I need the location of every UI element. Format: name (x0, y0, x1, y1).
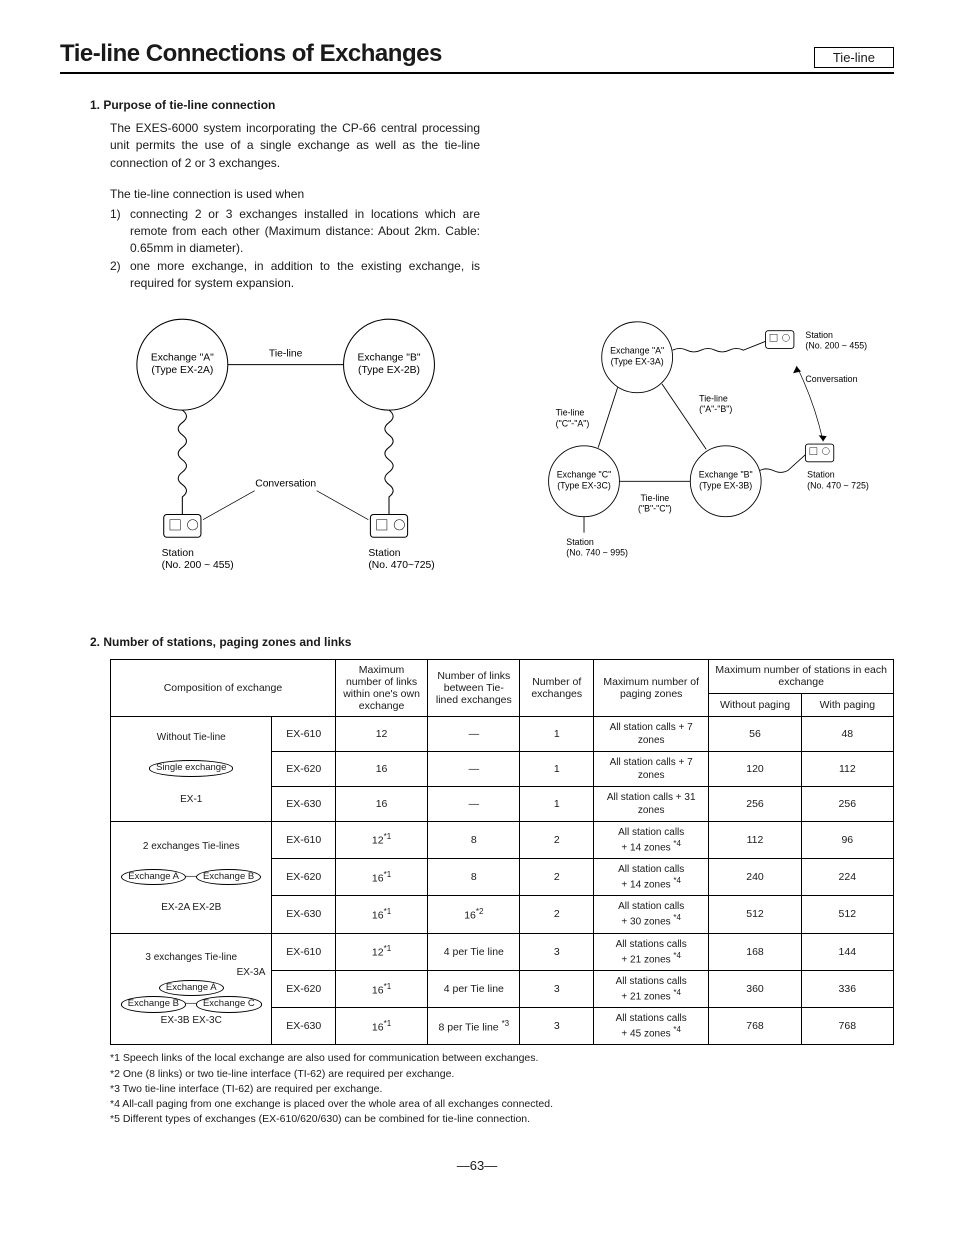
th-without: Without paging (709, 694, 801, 716)
svg-text:("B"-"C"): ("B"-"C") (638, 503, 672, 513)
group1-comp: Without Tie-line Single exchange EX-1 (111, 716, 272, 821)
svg-text:Tie-line: Tie-line (269, 348, 303, 359)
svg-text:Exchange "A": Exchange "A" (610, 345, 664, 355)
svg-text:Exchange "A": Exchange "A" (151, 352, 214, 363)
section1-para2: The tie-line connection is used when (110, 186, 480, 203)
svg-text:Station: Station (162, 547, 194, 558)
page-number: —63— (60, 1158, 894, 1173)
diagram-a: Exchange "A" (Type EX-2A) Exchange "B" (… (110, 313, 482, 595)
diagram-b-svg: Exchange "A" (Type EX-3A) Exchange "C" (… (522, 313, 894, 570)
diagram-a-svg: Exchange "A" (Type EX-2A) Exchange "B" (… (110, 313, 482, 592)
section1-list: 1)connecting 2 or 3 exchanges installed … (110, 206, 480, 293)
section1-para1: The EXES-6000 system incorporating the C… (110, 120, 480, 172)
svg-text:(Type EX-3B): (Type EX-3B) (699, 480, 752, 490)
svg-text:("A"-"B"): ("A"-"B") (699, 404, 732, 414)
section1-heading: 1. Purpose of tie-line connection (90, 98, 894, 112)
th-numexch: Number of exchanges (520, 659, 594, 716)
svg-text:(Type EX-2B): (Type EX-2B) (358, 364, 420, 375)
svg-text:Station: Station (566, 537, 594, 547)
table-row: 3 exchanges Tie-line EX-3A Exchange A Ex… (111, 933, 894, 970)
footnotes: *1 Speech links of the local exchange ar… (110, 1051, 894, 1127)
list-item-1: connecting 2 or 3 exchanges installed in… (130, 206, 480, 258)
th-maxstations: Maximum number of stations in each excha… (709, 659, 894, 694)
svg-text:(Type EX-2A): (Type EX-2A) (151, 364, 213, 375)
page-header: Tie-line Connections of Exchanges Tie-li… (60, 40, 894, 74)
header-tag: Tie-line (814, 47, 894, 68)
svg-text:(Type EX-3A): (Type EX-3A) (611, 356, 664, 366)
list-num-1: 1) (110, 206, 130, 258)
svg-text:Conversation: Conversation (255, 478, 316, 489)
table-row: 2 exchanges Tie-lines Exchange A—Exchang… (111, 821, 894, 858)
list-num-2: 2) (110, 258, 130, 293)
svg-text:(Type EX-3C): (Type EX-3C) (557, 480, 611, 490)
svg-text:Tie-line: Tie-line (556, 407, 585, 417)
svg-text:(No. 740 ~ 995): (No. 740 ~ 995) (566, 547, 628, 557)
th-paging: Maximum number of paging zones (594, 659, 709, 716)
svg-text:Exchange "C": Exchange "C" (557, 469, 611, 479)
svg-text:Exchange "B": Exchange "B" (699, 469, 753, 479)
svg-text:Station: Station (807, 469, 835, 479)
svg-text:(No. 200 ~ 455): (No. 200 ~ 455) (805, 340, 867, 350)
footnote-5: *5 Different types of exchanges (EX-610/… (110, 1112, 894, 1127)
footnote-2: *2 One (8 links) or two tie-line interfa… (110, 1067, 894, 1082)
svg-text:Tie-line: Tie-line (699, 393, 728, 403)
svg-text:Exchange "B": Exchange "B" (357, 352, 420, 363)
svg-text:(No. 200 ~ 455): (No. 200 ~ 455) (162, 560, 234, 571)
table-row: Without Tie-line Single exchange EX-1 EX… (111, 716, 894, 751)
svg-text:Tie-line: Tie-line (641, 492, 670, 502)
diagrams-row: Exchange "A" (Type EX-2A) Exchange "B" (… (110, 313, 894, 595)
stations-table: Composition of exchange Maximum number o… (110, 659, 894, 1046)
footnote-4: *4 All-call paging from one exchange is … (110, 1097, 894, 1112)
svg-text:(No. 470 ~ 725): (No. 470 ~ 725) (807, 480, 869, 490)
th-between: Number of links between Tie-lined exchan… (428, 659, 520, 716)
svg-text:(No. 470~725): (No. 470~725) (368, 560, 434, 571)
th-comp: Composition of exchange (111, 659, 336, 716)
diagram-b: Exchange "A" (Type EX-3A) Exchange "C" (… (522, 313, 894, 595)
group3-comp: 3 exchanges Tie-line EX-3A Exchange A Ex… (111, 933, 272, 1045)
footnote-3: *3 Two tie-line interface (TI-62) are re… (110, 1082, 894, 1097)
footnote-1: *1 Speech links of the local exchange ar… (110, 1051, 894, 1066)
page-title: Tie-line Connections of Exchanges (60, 40, 442, 68)
th-maxlinks: Maximum number of links within one's own… (335, 659, 427, 716)
list-item-2: one more exchange, in addition to the ex… (130, 258, 480, 293)
group2-comp: 2 exchanges Tie-lines Exchange A—Exchang… (111, 821, 272, 933)
svg-text:Conversation: Conversation (805, 374, 857, 384)
th-with: With paging (801, 694, 893, 716)
svg-text:Station: Station (805, 329, 833, 339)
svg-text:Station: Station (368, 547, 400, 558)
section2-heading: 2. Number of stations, paging zones and … (90, 635, 894, 649)
svg-text:("C"-"A"): ("C"-"A") (556, 418, 590, 428)
